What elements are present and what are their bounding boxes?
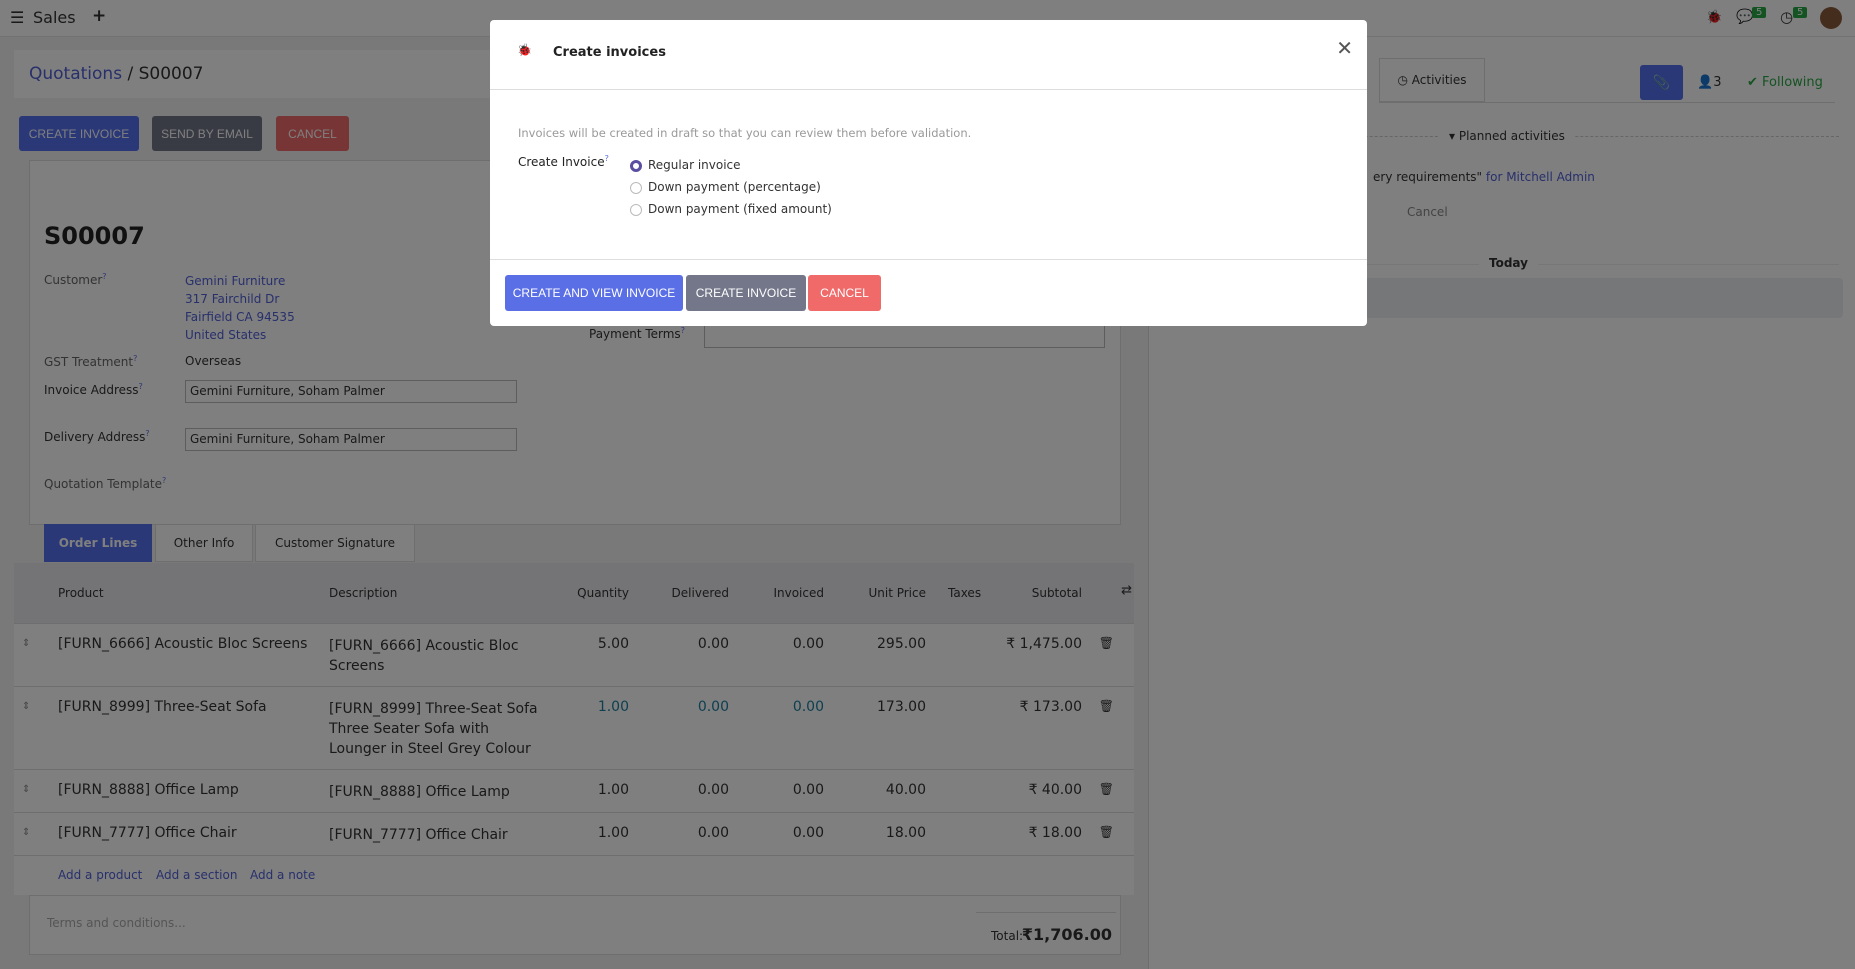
radio-down-payment-fixed[interactable]: Down payment (fixed amount) xyxy=(630,198,832,220)
radio-regular-invoice[interactable]: Regular invoice xyxy=(630,154,832,176)
dialog-cancel-button[interactable]: CANCEL xyxy=(808,275,881,311)
dialog-info-text: Invoices will be created in draft so tha… xyxy=(518,126,972,140)
dialog-create-invoice-button[interactable]: CREATE INVOICE xyxy=(686,275,806,311)
bug-icon: 🐞 xyxy=(517,43,532,57)
dialog-title: Create invoices xyxy=(553,45,666,60)
radio-down-payment-percentage[interactable]: Down payment (percentage) xyxy=(630,176,832,198)
create-invoice-label: Create Invoice? xyxy=(518,154,609,169)
create-and-view-invoice-button[interactable]: CREATE AND VIEW INVOICE xyxy=(505,275,683,311)
invoice-type-radio-group: Regular invoice Down payment (percentage… xyxy=(630,154,832,220)
close-icon[interactable]: ✕ xyxy=(1336,36,1353,60)
create-invoices-dialog: 🐞 Create invoices ✕ Invoices will be cre… xyxy=(490,20,1367,326)
